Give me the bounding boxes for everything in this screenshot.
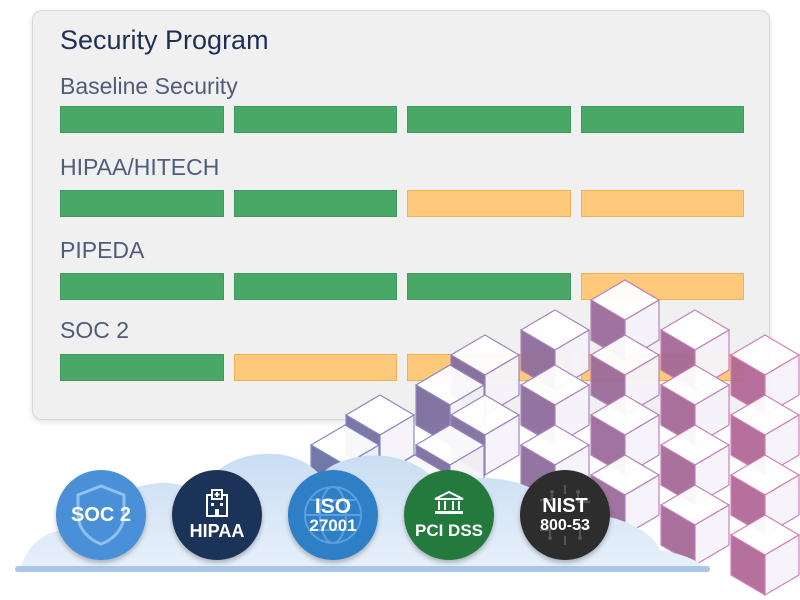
iso-badge-line2: 27001: [309, 515, 357, 535]
progress-segment: [233, 273, 397, 300]
program-label-baseline: Baseline Security: [60, 73, 238, 99]
progress-segment: [233, 190, 397, 217]
progress-segment: [407, 273, 571, 300]
security-program-card: Security Program Baseline Security HIPAA…: [32, 10, 770, 420]
cube-face: [764, 413, 800, 477]
hipaa-badge-label: HIPAA: [189, 520, 245, 541]
cube-face: [729, 514, 800, 556]
hospital-icon: [206, 488, 228, 517]
pci-dss-badge-label: PCI DSS: [414, 520, 484, 540]
progress-segment: [60, 190, 224, 217]
progress-segment: [233, 106, 397, 133]
progress-bar-pipeda: [60, 273, 744, 300]
program-label-soc2: SOC 2: [60, 317, 130, 343]
progress-segment: [407, 190, 571, 217]
pci-dss-badge: PCI DSS: [404, 470, 494, 560]
progress-segment: [580, 106, 744, 133]
progress-bar-baseline: [60, 106, 744, 133]
soc2-badge: SOC 2: [56, 470, 146, 560]
soc2-badge-label: SOC 2: [70, 503, 132, 526]
cube-face: [764, 533, 800, 597]
progress-bar-soc2: [60, 354, 744, 381]
iso-badge: ISO 27001: [288, 470, 378, 560]
cube-face: [764, 353, 800, 417]
bank-icon: [434, 490, 464, 514]
hipaa-badge: HIPAA: [172, 470, 262, 560]
card-title: Security Program: [60, 25, 269, 55]
cube-face: [730, 473, 766, 537]
progress-bar-hipaa: [60, 190, 744, 217]
cube-face: [730, 413, 766, 477]
progress-segment: [60, 354, 224, 381]
nist-badge-line2: 800-53: [540, 516, 590, 534]
iso-badge-line1: ISO: [314, 494, 352, 518]
program-label-pipeda: PIPEDA: [60, 237, 145, 263]
cube-face: [764, 473, 800, 537]
progress-segment: [580, 190, 744, 217]
progress-segment: [407, 106, 571, 133]
progress-segment: [580, 273, 744, 300]
globe-icon: [304, 486, 362, 544]
progress-segment: [60, 273, 224, 300]
progress-segment: [580, 354, 744, 381]
progress-segment: [233, 354, 397, 381]
nist-badge: NIST 800-53: [520, 470, 610, 560]
progress-segment: [60, 106, 224, 133]
circuit-icon: [540, 485, 590, 545]
cube-face: [730, 533, 766, 597]
shield-icon: [76, 484, 126, 546]
nist-badge-line1: NIST: [542, 494, 588, 517]
program-label-hipaa: HIPAA/HITECH: [60, 154, 220, 180]
cube-face: [729, 454, 800, 496]
progress-segment: [407, 354, 571, 381]
